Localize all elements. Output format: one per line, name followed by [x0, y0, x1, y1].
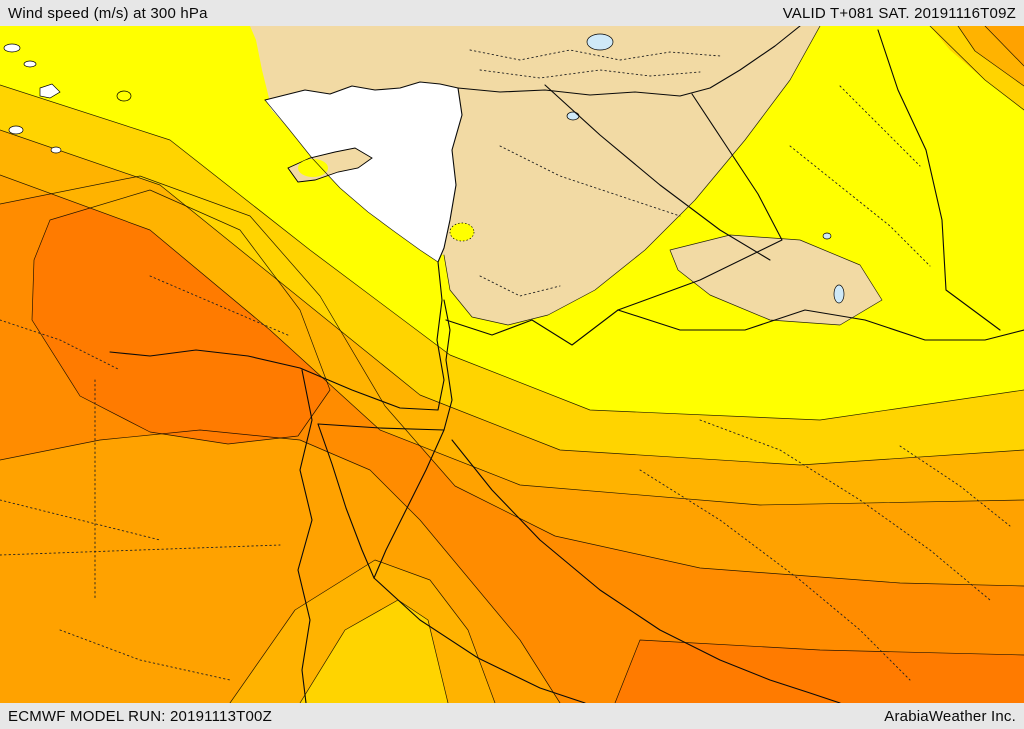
- gulf-of-aqaba-coast: [373, 429, 445, 579]
- deep-orange-core-southeast: [615, 640, 1024, 703]
- isotach-ne-2: [957, 26, 1024, 87]
- map-title: Wind speed (m/s) at 300 hPa: [8, 4, 208, 22]
- island-4: [8, 125, 24, 135]
- admin-saudi-1: [699, 419, 991, 601]
- levant-egypt-coastline: [109, 261, 445, 411]
- model-run-label: ECMWF MODEL RUN: 20191113T00Z: [8, 707, 272, 725]
- iran-border: [877, 29, 1001, 331]
- isotach-contour-lines: [0, 26, 1024, 703]
- red-sea-west-coast: [373, 577, 586, 703]
- syria-iraq-border: [617, 93, 783, 311]
- isotach-amber-boundary: [0, 174, 1024, 506]
- admin-iran-interior: [839, 85, 921, 167]
- header-bar: Wind speed (m/s) at 300 hPa VALID T+081 …: [0, 0, 1024, 26]
- admin-saudi-2: [639, 469, 911, 681]
- red-sea-east-coast: [451, 439, 841, 703]
- isotach-bottom-amber-wedge: [229, 559, 496, 703]
- mediterranean-sea-calm-area: [265, 82, 462, 262]
- iraq-saudi-border: [617, 309, 1024, 341]
- valid-time-label: VALID T+081 SAT. 20191116T09Z: [782, 4, 1016, 22]
- wind-speed-fill-bands: [0, 26, 1024, 703]
- isotach-ne-1: [929, 26, 1024, 111]
- turkey-syria-coastline: [264, 81, 463, 263]
- admin-egypt-sudan: [0, 544, 281, 556]
- cyprus-yellow-spot: [298, 159, 328, 177]
- admin-turkey-1: [469, 49, 721, 61]
- admin-turkey-2: [479, 69, 701, 79]
- isotach-core-west: [31, 189, 331, 445]
- aegean-islands: [3, 43, 132, 154]
- isotach-yellow-boundary: [0, 84, 1024, 421]
- nile-river: [297, 369, 313, 703]
- admin-iraq: [789, 145, 931, 267]
- island-2: [23, 60, 37, 68]
- country-border-lines: [109, 26, 1024, 703]
- coastal-yellow-spot: [449, 222, 475, 242]
- admin-boundary-dotted-lines: [0, 49, 1011, 681]
- turkey-syria-border: [457, 26, 801, 97]
- island-5: [50, 146, 62, 154]
- admin-egypt-west: [149, 275, 291, 337]
- euphrates-river: [544, 84, 771, 261]
- admin-libya-diagonal: [0, 319, 121, 371]
- footer-bar: ECMWF MODEL RUN: 20191113T00Z ArabiaWeat…: [0, 703, 1024, 729]
- isotach-dark-lower-boundary: [0, 429, 561, 703]
- lake-van: [586, 33, 614, 51]
- tan-wedge-east: [670, 235, 882, 325]
- israel-jordan-border: [443, 299, 453, 431]
- small-lake-turkey: [566, 111, 580, 121]
- gulf-of-suez-coast: [317, 423, 375, 579]
- provider-label: ArabiaWeather Inc.: [884, 707, 1016, 725]
- admin-sudan: [59, 629, 231, 681]
- isotach-core-southeast: [614, 639, 1024, 703]
- isotach-dark-upper-boundary: [0, 175, 1024, 587]
- admin-saudi-3: [899, 445, 1011, 527]
- isotach-sea-southwest-edge: [264, 99, 439, 263]
- isotach-tan-boundary: [443, 26, 821, 326]
- isotach-gold-boundary: [0, 129, 1024, 466]
- wind-speed-map: [0, 26, 1024, 703]
- island-3: [39, 83, 61, 99]
- admin-syria-interior: [499, 145, 681, 217]
- small-lake-iraq: [822, 232, 832, 240]
- euphrates-reservoir: [833, 284, 845, 304]
- sinai-north-edge: [317, 423, 445, 431]
- admin-egypt-interior: [0, 499, 161, 541]
- island-rhodes: [116, 90, 132, 102]
- jordan-saudi-border: [445, 309, 619, 346]
- admin-jordan: [479, 275, 561, 297]
- wind-map-svg: [0, 26, 1024, 703]
- lakes: [566, 33, 845, 304]
- isotach-ne-3: [984, 26, 1024, 67]
- island-1: [3, 43, 21, 53]
- bottom-gold-wedge: [300, 600, 448, 703]
